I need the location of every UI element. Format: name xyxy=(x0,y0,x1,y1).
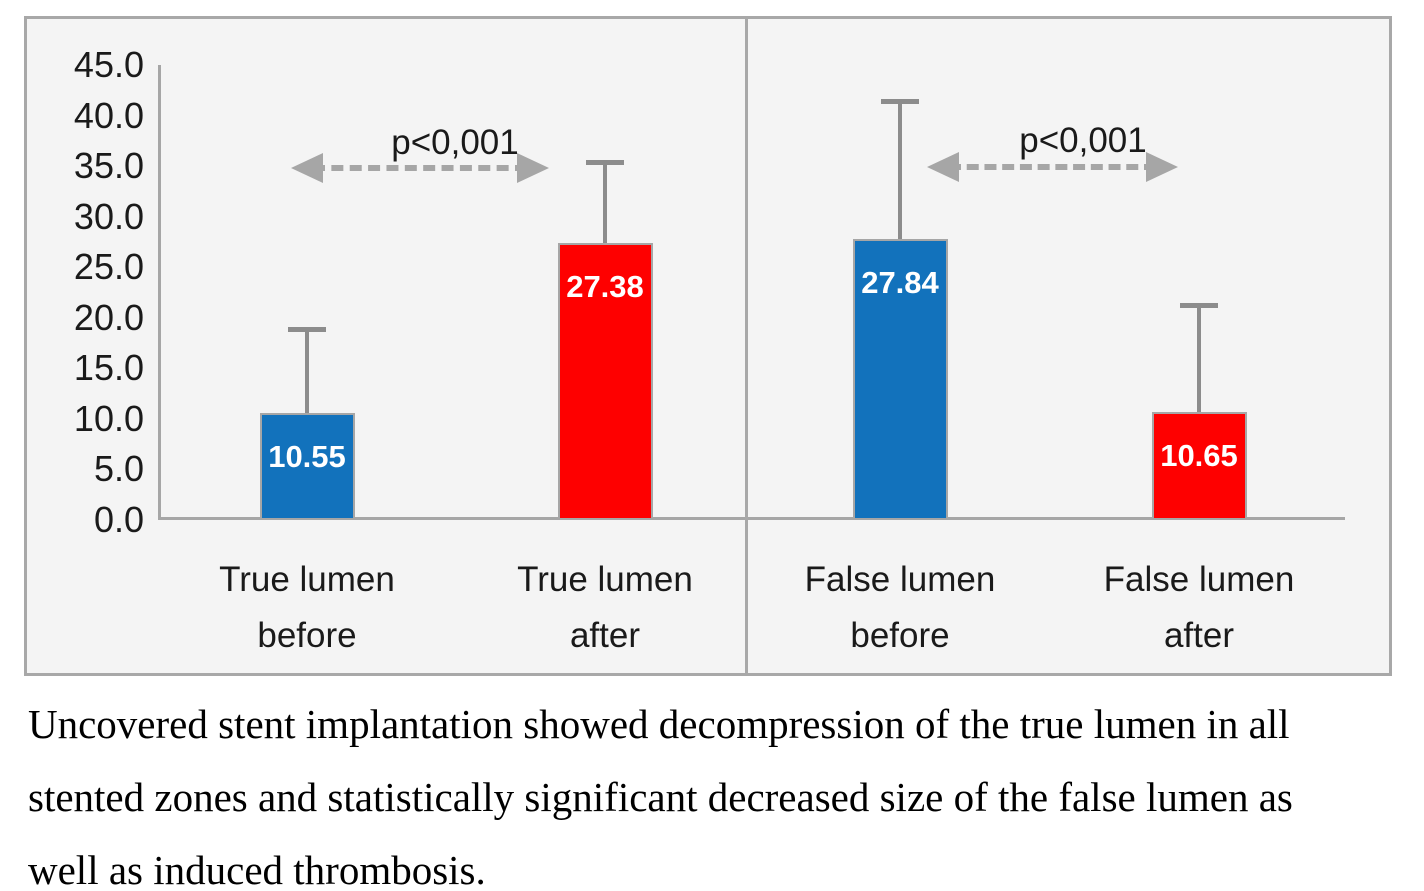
y-tick-label: 45.0 xyxy=(73,44,144,85)
y-tick-label: 35.0 xyxy=(73,145,144,187)
error-bar-stem xyxy=(1197,305,1201,412)
bar-true-lumen-before: 10.55 xyxy=(259,413,355,520)
caption-line: Uncovered stent implantation showed deco… xyxy=(28,701,1290,747)
caption-line: stented zones and statistically signific… xyxy=(28,774,1293,820)
p-value-label-left: p<0,001 xyxy=(391,123,519,162)
panel-divider-line xyxy=(745,19,748,673)
bar-false-lumen-after: 10.65 xyxy=(1151,412,1247,520)
p-value-label-right: p<0,001 xyxy=(1019,121,1147,160)
bar-value-label: 10.55 xyxy=(268,439,346,474)
y-tick-label: 20.0 xyxy=(73,296,144,338)
bar-value-label: 27.38 xyxy=(566,269,644,304)
bar-value-label: 27.84 xyxy=(861,265,939,300)
arrowhead-right-icon xyxy=(1146,152,1178,182)
category-label-true-lumen-before: True lumen before xyxy=(219,560,395,655)
y-tick-label: 25.0 xyxy=(73,246,144,288)
significance-arrow-left xyxy=(291,153,549,183)
bar-false-lumen-before: 27.84 xyxy=(852,239,948,520)
y-tick-label: 30.0 xyxy=(73,195,144,237)
bar-true-lumen-after: 27.38 xyxy=(557,243,653,520)
figure-panel: 45.0 40.0 35.0 30.0 25.0 20.0 15.0 10.0 5.0 0.0 1… xyxy=(24,16,1392,676)
bar-value-label: 10.65 xyxy=(1160,438,1238,473)
dashed-line xyxy=(313,165,527,171)
y-tick-label: 5.0 xyxy=(93,448,144,490)
error-bar-stem xyxy=(898,101,902,239)
category-label-false-lumen-after: False lumen after xyxy=(1103,560,1295,655)
y-axis-line xyxy=(158,65,161,520)
error-bar-stem xyxy=(603,162,607,243)
error-bar-cap xyxy=(1180,303,1218,308)
significance-arrow-right xyxy=(927,152,1178,182)
arrowhead-right-icon xyxy=(517,153,549,183)
category-label-true-lumen-after: True lumen after xyxy=(517,560,693,655)
error-bar-cap xyxy=(288,327,326,332)
y-tick-label: 40.0 xyxy=(73,94,144,136)
y-tick-label: 0.0 xyxy=(93,499,144,540)
error-bar-cap xyxy=(881,99,919,104)
error-bar-cap xyxy=(586,160,624,165)
figure-caption: Uncovered stent implantation showed deco… xyxy=(28,688,1418,891)
y-tick-label: 15.0 xyxy=(73,347,144,389)
x-axis-line xyxy=(158,517,1345,520)
y-tick-label: 10.0 xyxy=(73,397,144,439)
caption-line: well as induced thrombosis. xyxy=(28,847,486,891)
error-bar-stem xyxy=(305,329,309,413)
category-label-false-lumen-before: False lumen before xyxy=(804,560,996,655)
dashed-line xyxy=(949,164,1156,170)
